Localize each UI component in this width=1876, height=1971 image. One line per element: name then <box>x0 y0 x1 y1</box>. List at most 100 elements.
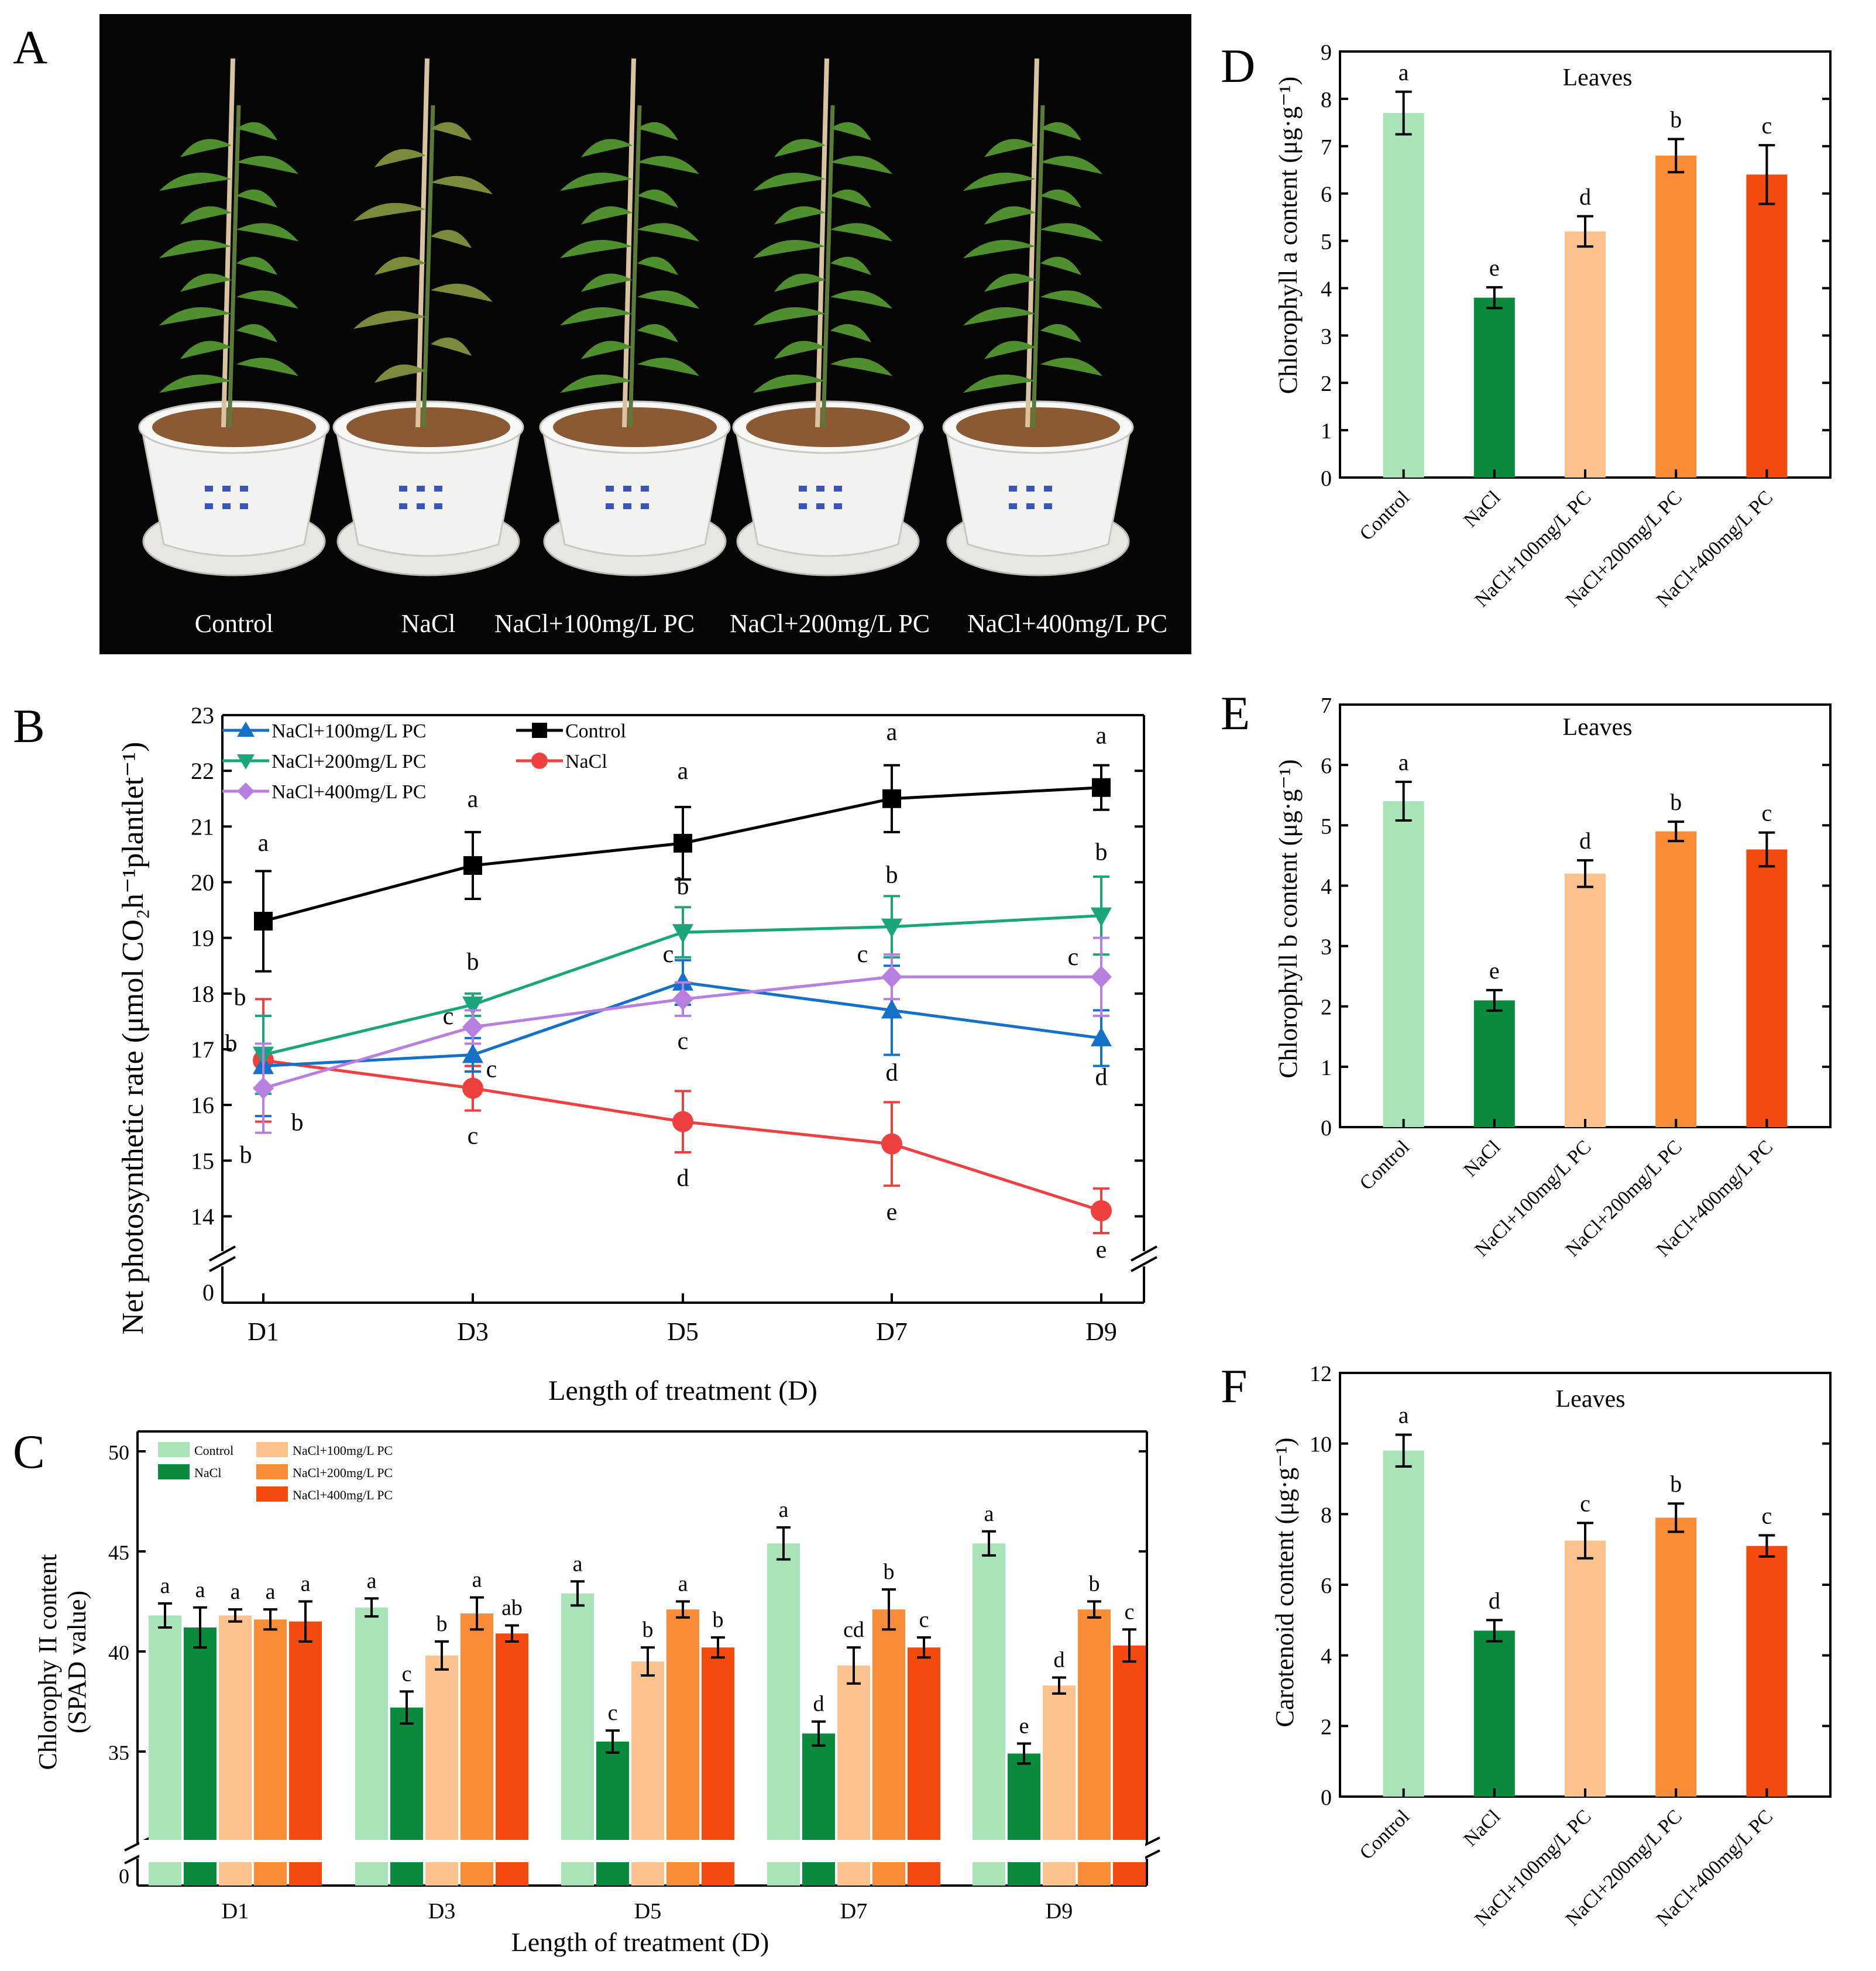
c-legend-label-nacl: NaCl <box>194 1465 221 1480</box>
pot-5-leaf <box>984 341 1036 359</box>
c-bar-stub-nacl <box>802 1862 835 1886</box>
b-legend-label-pc400: NaCl+400mg/L PC <box>272 781 426 803</box>
c-bar-pc100 <box>631 1661 664 1840</box>
c-bar-nacl <box>184 1627 217 1840</box>
pot-4-leaf <box>774 341 826 359</box>
c-bar-stub-control <box>973 1862 1005 1886</box>
b-y-tick-label: 15 <box>191 1148 214 1174</box>
b-point-control <box>1092 778 1111 797</box>
b-x-axis-label: Length of treatment (D) <box>548 1375 817 1406</box>
c-bar-control <box>767 1543 800 1840</box>
f-x-tick-label: Control <box>1356 1805 1414 1864</box>
c-bar-nacl <box>596 1741 629 1840</box>
pot-3-leaf <box>581 139 633 157</box>
b-y-axis-label: Net photosynthetic rate (μmol CO₂h⁻¹plan… <box>116 742 150 1335</box>
c-bar-stub-nacl <box>184 1862 217 1886</box>
b-sig-letter-nacl: c <box>468 1123 479 1150</box>
c-legend-label-pc200: NaCl+200mg/L PC <box>293 1465 393 1480</box>
c-sig-letter-pc400: c <box>919 1608 929 1632</box>
b-axis-break-mark <box>209 1256 236 1272</box>
c-bar-pc400 <box>289 1621 322 1840</box>
panel-label-a: A <box>13 20 47 74</box>
e-sig-letter-nacl: e <box>1489 957 1500 984</box>
pot-4-leaf <box>830 256 871 275</box>
c-x-tick-label: D7 <box>840 1899 867 1924</box>
c-bar-stub-pc100 <box>1043 1862 1076 1886</box>
panel-e-bar-chart: Chlorophyll b content (μg·g⁻¹) Leaves 0 1… <box>1274 693 1832 1261</box>
b-sig-letter-pc100: d <box>886 1059 898 1086</box>
pot-5-leaf <box>1040 290 1102 309</box>
pot-5-decor <box>1026 503 1035 509</box>
d-y-tick-label: 4 <box>1321 277 1332 301</box>
c-sig-letter-pc400: a <box>301 1572 311 1596</box>
c-x-tick-label: D3 <box>428 1899 455 1924</box>
pot-3-decor <box>606 486 614 492</box>
pot-1-leaf <box>236 358 298 376</box>
c-sig-letter-pc200: b <box>1089 1572 1100 1596</box>
pot-5-leaf <box>963 173 1036 191</box>
e-sig-letter-pc200: b <box>1670 789 1682 815</box>
pot-3-leaf <box>637 122 678 140</box>
pot-3-leaf <box>581 341 633 359</box>
photo-label-pc200: NaCl+200mg/L PC <box>730 609 930 638</box>
c-sig-letter-pc200: a <box>266 1579 276 1604</box>
b-y-tick-label-zero: 0 <box>202 1279 214 1306</box>
photo-label-pc100: NaCl+100mg/L PC <box>494 609 695 638</box>
e-x-tick-label: NaCl <box>1460 1136 1505 1181</box>
b-sig-letter-nacl: e <box>887 1199 898 1226</box>
d-y-tick-label: 9 <box>1321 40 1332 65</box>
b-sig-letter-control: a <box>1096 723 1107 750</box>
pot-4-leaf <box>830 324 871 342</box>
c-bar-stub-pc100 <box>219 1862 252 1886</box>
pot-3-body <box>541 426 729 557</box>
pot-3-leaf <box>637 156 699 174</box>
b-point-pc200 <box>881 918 902 938</box>
pot-5-decor <box>1026 486 1035 492</box>
pot-1-leaf <box>159 240 232 259</box>
c-sig-letter-control: a <box>160 1574 170 1598</box>
pot-4-leaf <box>753 173 826 191</box>
f-sig-letter-nacl: d <box>1489 1587 1500 1613</box>
b-sig-letter-nacl: b <box>240 1142 252 1169</box>
e-chart-title: Leaves <box>1563 714 1633 741</box>
pot-1-leaf <box>236 290 298 309</box>
panel-label-d: D <box>1221 39 1255 92</box>
pot-3-leaf <box>637 358 699 376</box>
c-sig-letter-nacl: a <box>195 1578 205 1602</box>
b-point-control <box>463 856 482 875</box>
c-bar-pc400 <box>702 1647 734 1840</box>
e-y-tick-label: 7 <box>1321 693 1332 718</box>
c-sig-letter-nacl: c <box>402 1661 412 1686</box>
c-bar-stub-nacl <box>390 1862 423 1886</box>
c-sig-letter-pc200: a <box>472 1568 482 1592</box>
c-y-tick-label-zero: 0 <box>119 1864 129 1888</box>
pot-1-leaf <box>236 122 277 140</box>
c-sig-letter-pc400: c <box>1125 1599 1135 1624</box>
e-y-tick-label: 5 <box>1321 814 1332 839</box>
pot-4-leaf <box>830 223 892 242</box>
pot-3-decor <box>641 503 649 509</box>
e-y-tick-label: 2 <box>1321 995 1332 1020</box>
pot-4-leaf <box>774 139 826 157</box>
e-bar-pc200 <box>1655 831 1697 1127</box>
pot-4-leaf <box>830 290 892 309</box>
f-y-tick-label: 10 <box>1310 1433 1332 1457</box>
panel-label-b: B <box>13 699 45 753</box>
c-bar-pc200 <box>1078 1609 1111 1840</box>
pot-4-stake <box>815 58 829 428</box>
c-bar-stub-pc400 <box>1113 1862 1146 1886</box>
pot-4-leaf <box>830 122 871 140</box>
f-bar-pc200 <box>1655 1517 1697 1797</box>
pot-3-decor <box>623 486 631 492</box>
pot-5-decor <box>1044 486 1052 492</box>
b-y-tick-label: 16 <box>191 1092 214 1118</box>
b-point-pc400 <box>253 1077 274 1100</box>
d-sig-letter-pc400: c <box>1761 112 1772 139</box>
b-legend-marker <box>531 753 548 769</box>
pot-4-decor <box>799 503 807 509</box>
pot-2-decor <box>434 486 442 492</box>
b-point-pc100 <box>1091 1026 1112 1046</box>
b-y-tick-label: 18 <box>191 981 214 1007</box>
pot-5-leaf <box>1040 324 1081 342</box>
